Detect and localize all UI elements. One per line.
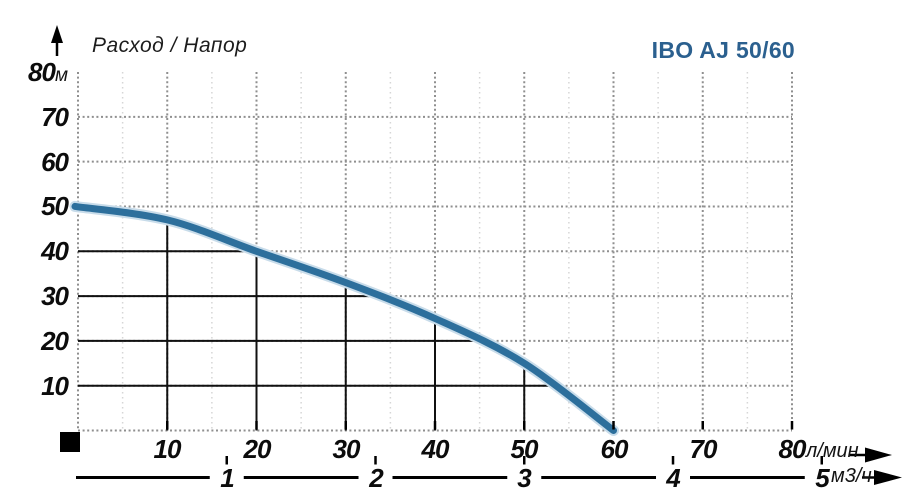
y-axis-arrow-icon (51, 25, 63, 56)
y-tick-label-10: 10 (41, 371, 69, 401)
x-tick-label-50: 50 (510, 434, 539, 464)
axis-ticks (166, 421, 824, 465)
pump-curve (69, 200, 619, 436)
grid-lines (77, 72, 793, 432)
y-tick-label-80: 80м (28, 57, 68, 87)
pump-curve-halo (69, 200, 619, 436)
x-tick-label-70: 70 (689, 434, 718, 464)
y-tick-label-20: 20 (41, 326, 69, 356)
chart-axis-title: Расход / Напор (92, 34, 248, 57)
pump-curve-line (71, 202, 617, 434)
y-tick-label-70: 70 (41, 102, 69, 132)
x-tick-label-20: 20 (243, 434, 272, 464)
x-tick-label-80: 80 (778, 434, 807, 464)
x2-tick-label-3: 3 (517, 463, 532, 493)
x2-axis-arrow-icon (862, 470, 902, 485)
x-tick-label-30: 30 (332, 434, 361, 464)
pump-model-title: IBO AJ 50/60 (651, 37, 795, 63)
y-tick-label-30: 30 (41, 281, 69, 311)
x-tick-label-40: 40 (421, 434, 450, 464)
x2-axis-unit-label: м3/ч (831, 465, 872, 487)
origin-marker (60, 432, 80, 452)
x2-tick-label-2: 2 (369, 463, 384, 493)
y-tick-label-50: 50 (41, 191, 69, 221)
x-tick-label-10: 10 (153, 434, 182, 464)
x-axis-arrow-icon (850, 447, 892, 463)
x-axis-unit-label: л/мин (806, 440, 859, 462)
x-tick-label-60: 60 (600, 434, 629, 464)
x2-tick-label-5: 5 (815, 463, 830, 493)
under-curve-guide-lines (78, 219, 554, 431)
y-tick-label-40: 40 (41, 236, 69, 266)
x2-tick-label-4: 4 (666, 463, 681, 493)
y-tick-label-60: 60 (41, 147, 69, 177)
x2-tick-label-1: 1 (220, 463, 235, 493)
y-axis-unit-label: м (54, 65, 68, 86)
